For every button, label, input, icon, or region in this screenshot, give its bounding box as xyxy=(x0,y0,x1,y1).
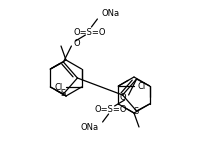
Text: O=S=O: O=S=O xyxy=(94,105,126,113)
Text: Cl: Cl xyxy=(137,81,145,91)
Text: O: O xyxy=(73,38,80,47)
Text: S: S xyxy=(133,107,139,116)
Text: Cl: Cl xyxy=(54,83,62,91)
Text: S: S xyxy=(60,89,66,99)
Text: O=S=O: O=S=O xyxy=(73,28,105,36)
Text: ONa: ONa xyxy=(101,8,119,18)
Text: O: O xyxy=(119,93,126,103)
Text: ONa: ONa xyxy=(80,124,98,132)
